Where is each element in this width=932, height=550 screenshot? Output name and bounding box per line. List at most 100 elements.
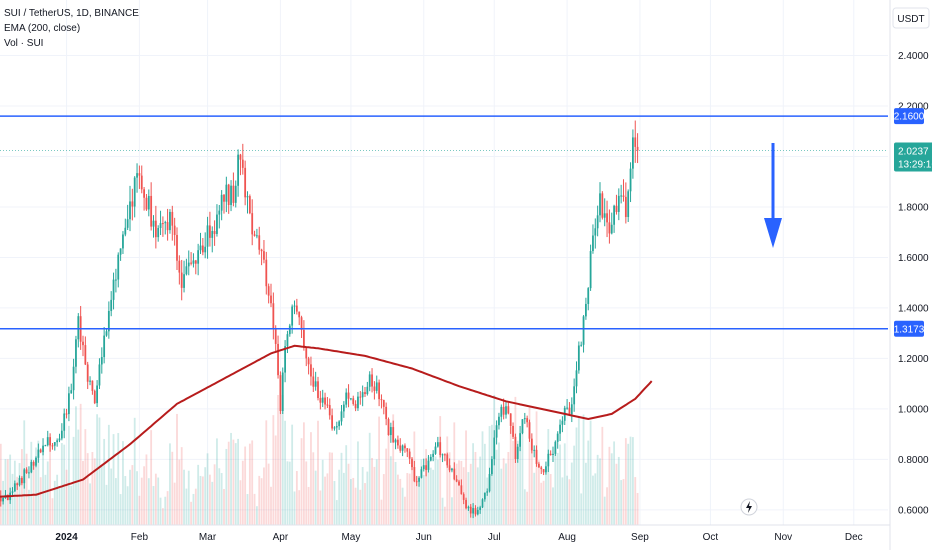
volume-bar: [42, 452, 44, 525]
volume-bar: [46, 461, 49, 525]
volume-bar: [82, 460, 84, 525]
volume-bar: [366, 471, 369, 525]
volume-bar: [25, 453, 28, 525]
candle-body: [16, 483, 19, 486]
volume-bar: [305, 461, 308, 525]
legend-ema[interactable]: EMA (200, close): [4, 23, 81, 34]
candle-body: [629, 168, 632, 192]
candle-body: [582, 316, 585, 345]
candle-body: [68, 393, 70, 415]
candle-body: [244, 167, 247, 198]
volume-bar: [530, 450, 533, 525]
candle-body: [138, 173, 141, 176]
candle-body: [444, 454, 446, 456]
volume-bar: [244, 446, 247, 525]
volume-bar: [439, 416, 442, 525]
volume-bar: [354, 487, 357, 525]
volume-bar: [265, 420, 268, 525]
volume-bar: [352, 477, 355, 525]
y-tick-label: 1.6000: [898, 253, 929, 264]
volume-bar: [112, 434, 115, 525]
volume-bar: [133, 417, 136, 525]
candle-body: [272, 303, 275, 330]
candle-body: [21, 477, 23, 484]
candle-body: [310, 364, 312, 377]
volume-bar: [13, 460, 16, 525]
candle-body: [479, 507, 482, 510]
candle-body: [401, 445, 404, 451]
volume-bar: [93, 458, 96, 525]
candle-body: [340, 411, 343, 422]
candle-body: [2, 498, 4, 502]
candle-body: [263, 251, 265, 260]
level-badge: [894, 108, 924, 125]
volume-bar: [194, 488, 197, 525]
candle-body: [476, 509, 479, 515]
candle-body: [124, 227, 127, 235]
candle-body: [298, 311, 301, 318]
candle-body: [303, 329, 305, 349]
volume-bar: [394, 461, 397, 525]
volume-bar: [540, 482, 543, 525]
level-badge-label: 2.1600: [894, 112, 925, 123]
candle-body: [385, 406, 388, 420]
volume-bar: [258, 475, 261, 525]
candle-body: [406, 448, 409, 452]
candle-body: [234, 185, 237, 203]
legend-volume[interactable]: Vol · SUI: [4, 38, 44, 49]
candle-body: [627, 191, 630, 218]
candle-body: [427, 460, 430, 470]
volume-bar: [21, 449, 23, 525]
volume-bar: [627, 443, 630, 525]
candle-body: [317, 381, 319, 399]
volume-bar: [397, 474, 399, 525]
volume-bar: [65, 469, 68, 525]
candle-body: [253, 234, 256, 236]
candle-body: [270, 295, 272, 304]
volume-bar: [201, 476, 204, 525]
y-tick-label: 1.4000: [898, 303, 929, 314]
candle-body: [154, 220, 157, 238]
candle-body: [37, 449, 40, 458]
volume-bar: [552, 487, 554, 525]
candle-body: [335, 426, 338, 428]
candle-body: [23, 469, 26, 484]
candle-body: [169, 211, 171, 231]
candle-body: [89, 380, 91, 382]
y-tick-label: 1.2000: [898, 354, 929, 365]
volume-bar: [533, 472, 536, 525]
volume-bar: [213, 464, 216, 525]
candle-body: [617, 195, 620, 212]
candle-body: [72, 366, 75, 391]
candle-body: [458, 481, 460, 486]
candle-body: [324, 397, 326, 405]
volume-bar: [408, 473, 411, 525]
candle-body: [284, 346, 286, 373]
volume-bar: [347, 463, 350, 525]
volume-bar: [303, 422, 305, 525]
x-tick-label: Nov: [774, 532, 792, 543]
candle-body: [286, 334, 289, 347]
candle-body: [540, 467, 543, 470]
candlestick-series: [0, 120, 639, 519]
candle-body: [488, 474, 491, 492]
candle-body: [559, 424, 561, 434]
volume-bar: [632, 437, 634, 525]
volume-bar: [406, 473, 409, 525]
x-tick-label: Jun: [416, 532, 432, 543]
volume-bar: [256, 506, 258, 525]
volume-bar: [594, 473, 597, 525]
volume-bar: [444, 506, 446, 525]
candle-body: [246, 196, 249, 198]
volume-bar: [103, 438, 106, 525]
volume-bar: [209, 474, 211, 525]
volume-bar: [190, 501, 192, 525]
candle-body: [288, 325, 291, 335]
horizontal-levels: [0, 115, 888, 330]
volume-bar: [610, 453, 613, 525]
candle-body: [211, 231, 214, 238]
legend-symbol[interactable]: SUI / TetherUS, 1D, BINANCE: [4, 8, 139, 19]
candle-body: [530, 438, 533, 451]
volume-bar: [260, 478, 263, 525]
